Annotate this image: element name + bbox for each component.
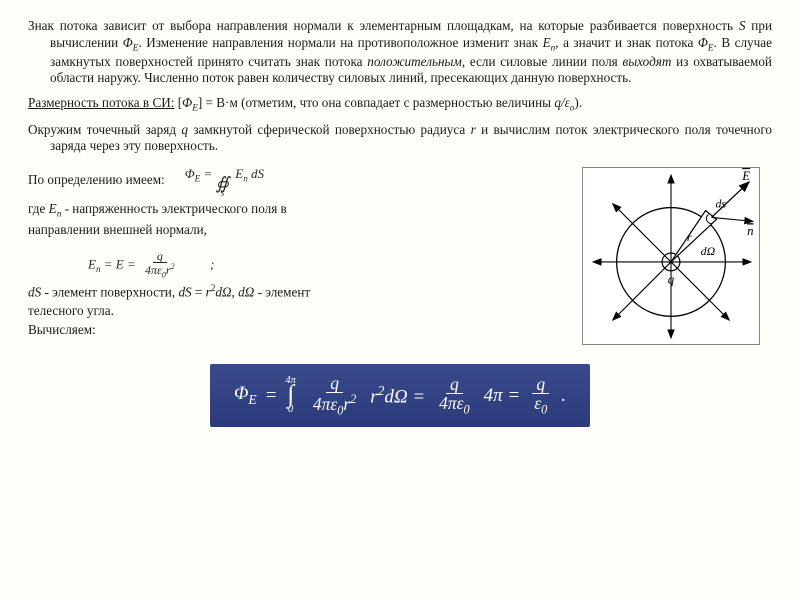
- sym-dOmega: dΩ: [238, 285, 254, 300]
- diagram-column: + q E n ds r dΩ: [582, 163, 772, 350]
- t: Знак потока зависит от выбора направлени…: [28, 18, 739, 33]
- num: q: [326, 374, 343, 393]
- t: ] = В·м (отметим, что она совпадает с ра…: [198, 95, 554, 110]
- sym-dS: dS: [28, 285, 41, 300]
- t: - напряженность электрического поля в: [61, 201, 286, 216]
- eq-chain: = E =: [101, 256, 140, 271]
- t: - элемент: [254, 285, 310, 300]
- r2dO: r2dΩ =: [370, 383, 425, 408]
- para-flux-sign: Знак потока зависит от выбора направлени…: [28, 18, 772, 87]
- den: 4πε0r2: [309, 393, 360, 417]
- line-definition: По определению имеем: ΦE = ∯S En dS: [28, 163, 572, 201]
- dOmega-label: dΩ: [701, 244, 716, 258]
- ray-sw: [613, 262, 671, 320]
- int-lower: 0: [288, 405, 293, 415]
- sym-E: E: [88, 256, 96, 271]
- dimension-label: Размерность потока в СИ:: [28, 95, 174, 110]
- ray-nw: [613, 203, 671, 261]
- t: 4πε: [313, 394, 337, 414]
- period: .: [561, 385, 566, 407]
- sym-Phi: Φ: [123, 35, 133, 50]
- s: 0: [464, 403, 470, 417]
- text-by-definition: По определению имеем:: [28, 172, 165, 189]
- ray-se: [671, 262, 729, 320]
- formula-flux-integral: ΦE = ∯S En dS: [185, 163, 264, 201]
- t: 4πε: [145, 263, 162, 277]
- sym-Phi: Φ: [234, 383, 248, 404]
- sym-Phi: Φ: [182, 95, 192, 110]
- int-symbol: ∯: [215, 178, 229, 191]
- left-column: По определению имеем: ΦE = ∯S En dS где …: [28, 163, 572, 346]
- den: ε0: [530, 394, 551, 416]
- t: , а значит и знак потока: [555, 35, 698, 50]
- integral-icon: 4π∫0: [285, 376, 295, 416]
- eq-sign: =: [200, 166, 215, 181]
- den: 4πε0: [435, 394, 473, 416]
- t: =: [192, 285, 206, 300]
- s: 2: [171, 262, 175, 271]
- para-dimension: Размерность потока в СИ: [ΦE] = В·м (отм…: [28, 95, 772, 114]
- word-positive: положительным: [367, 54, 462, 69]
- sub-E: E: [248, 392, 256, 407]
- t: - элемент поверхности,: [41, 285, 178, 300]
- frac-num: q: [153, 250, 167, 264]
- eq-sign: =: [265, 385, 278, 407]
- t: . Изменение направления нормали на проти…: [138, 35, 542, 50]
- gauss-sphere-diagram: + q E n ds r dΩ: [582, 167, 760, 345]
- sym-q: q: [181, 122, 188, 137]
- fraction-2: q 4πε0: [435, 375, 473, 417]
- t: замкнутой сферической поверхностью радиу…: [188, 122, 471, 137]
- line-where-En: где En - напряженность электрического по…: [28, 201, 572, 220]
- sym-E: E: [49, 201, 57, 216]
- line-compute: Вычисляем:: [28, 322, 572, 339]
- sym-qe: q/ε: [554, 95, 569, 110]
- fraction: q 4πε0r2: [141, 250, 179, 281]
- sym-Phi: Φ: [185, 166, 195, 181]
- formula-En: En = E = q 4πε0r2 ;: [28, 247, 572, 284]
- main-equation-box: ΦE = 4π∫0 q 4πε0r2 r2dΩ = q 4πε0 4π = q …: [210, 364, 590, 428]
- s: 2: [350, 392, 356, 406]
- fraction-3: q ε0: [530, 375, 551, 417]
- four-pi: 4π =: [484, 385, 521, 407]
- n-label: n: [747, 224, 753, 238]
- main-equation-row: ΦE = 4π∫0 q 4πε0r2 r2dΩ = q 4πε0 4π = q …: [28, 364, 772, 428]
- int-lower: S: [220, 191, 224, 198]
- para-setup: Окружим точечный заряд q замкнутой сфери…: [28, 122, 772, 155]
- sym-dS: dS: [248, 166, 264, 181]
- r-label: r: [687, 230, 692, 244]
- fraction-1: q 4πε0r2: [309, 374, 360, 418]
- t: 4πε: [439, 393, 463, 413]
- line-normal-dir: направлении внешней нормали,: [28, 222, 572, 239]
- t: где: [28, 201, 49, 216]
- t: , если силовые линии поля: [462, 54, 623, 69]
- frac-den: 4πε0r2: [141, 263, 179, 280]
- num: q: [446, 375, 463, 394]
- t: [: [174, 95, 182, 110]
- integral-icon: ∯S: [215, 178, 229, 198]
- s: 0: [541, 403, 547, 417]
- line-dS-element: dS - элемент поверхности, dS = r2dΩ, dΩ …: [28, 283, 572, 301]
- lhs: ΦE: [234, 383, 257, 408]
- t: dΩ,: [215, 285, 238, 300]
- t: Окружим точечный заряд: [28, 122, 181, 137]
- t: ).: [574, 95, 582, 110]
- line-solid-angle: телесного угла.: [28, 303, 572, 320]
- num: q: [532, 375, 549, 394]
- n-vector: [712, 217, 754, 221]
- sym-dS: dS: [178, 285, 191, 300]
- sym-dOmega: dΩ =: [384, 386, 425, 407]
- content-row: По определению имеем: ΦE = ∯S En dS где …: [28, 163, 772, 350]
- semi: ;: [210, 256, 214, 271]
- E-label: E: [741, 169, 750, 183]
- sym-Phi: Φ: [698, 35, 708, 50]
- sym-En: E: [543, 35, 551, 50]
- sym-r: r: [370, 386, 377, 407]
- ds-label: ds: [715, 196, 726, 210]
- int-symbol: ∫: [287, 386, 294, 405]
- word-out: выходят: [623, 54, 672, 69]
